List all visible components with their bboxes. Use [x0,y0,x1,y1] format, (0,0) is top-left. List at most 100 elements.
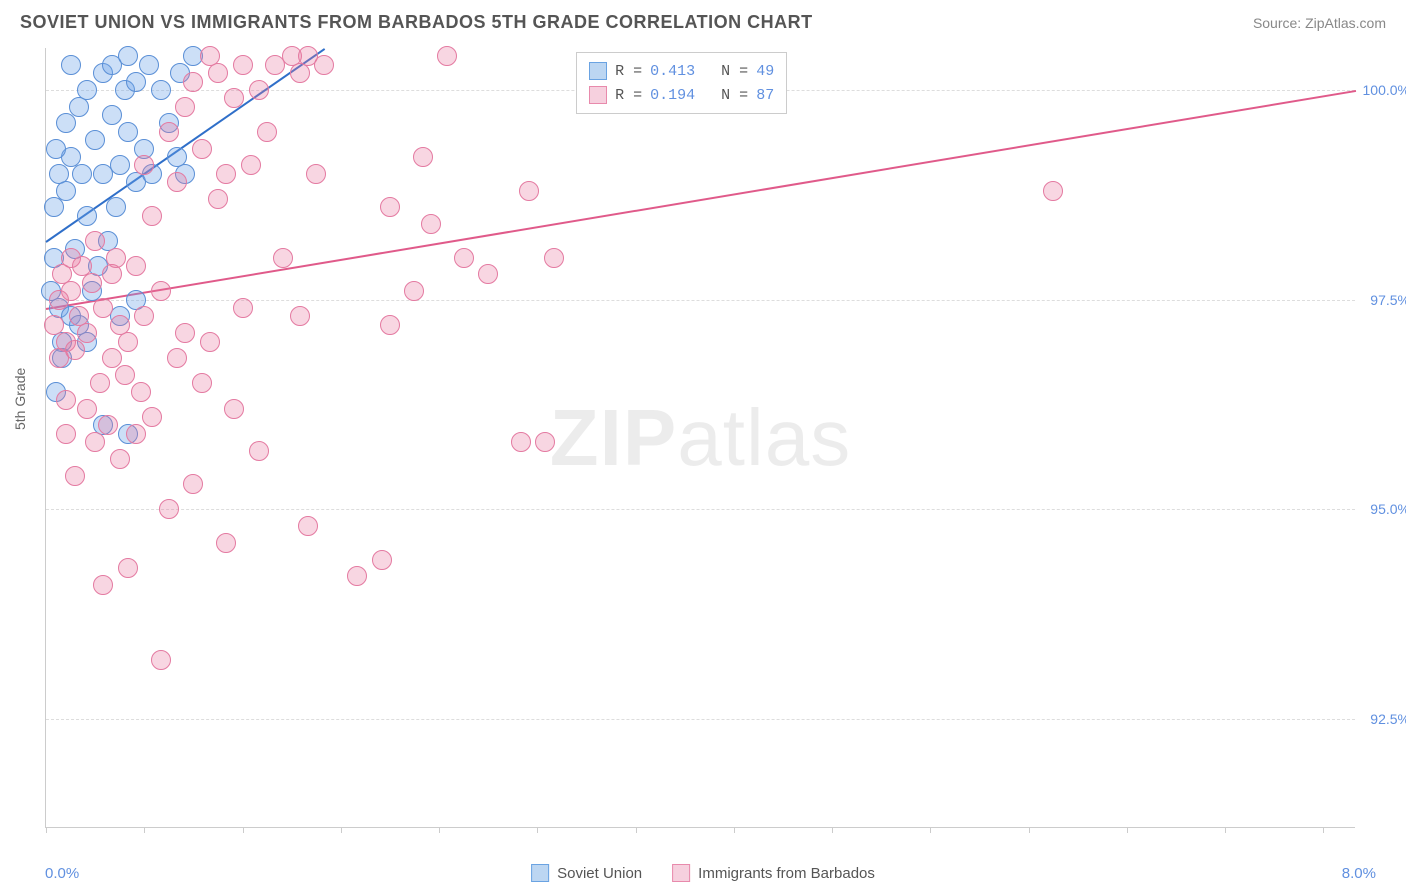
y-tick-label: 92.5% [1360,711,1406,727]
scatter-point [82,273,102,293]
y-tick-label: 95.0% [1360,501,1406,517]
x-tick [144,827,145,833]
x-tick [1323,827,1324,833]
y-tick-label: 100.0% [1360,82,1406,98]
scatter-point [77,206,97,226]
scatter-point [175,323,195,343]
scatter-point [115,365,135,385]
scatter-point [208,63,228,83]
stats-r-label: R = [615,87,642,104]
scatter-point [241,155,261,175]
scatter-point [56,424,76,444]
scatter-point [151,80,171,100]
gridline [46,509,1355,510]
x-tick [537,827,538,833]
scatter-point [544,248,564,268]
scatter-point [102,105,122,125]
scatter-point [77,399,97,419]
watermark: ZIPatlas [550,392,851,484]
scatter-point [142,206,162,226]
x-tick [1127,827,1128,833]
scatter-point [175,97,195,117]
scatter-point [126,72,146,92]
scatter-point [134,306,154,326]
scatter-point [159,122,179,142]
y-tick-label: 97.5% [1360,292,1406,308]
stats-legend: R = 0.413 N = 49R = 0.194 N = 87 [576,52,787,114]
scatter-point [380,197,400,217]
scatter-point [90,373,110,393]
scatter-point [511,432,531,452]
stats-legend-row: R = 0.194 N = 87 [589,83,774,107]
scatter-point [151,650,171,670]
scatter-point [85,231,105,251]
scatter-point [142,407,162,427]
scatter-point [118,558,138,578]
stats-n-label: N = [703,63,748,80]
scatter-point [93,575,113,595]
legend-item-soviet: Soviet Union [531,864,642,882]
scatter-point [224,399,244,419]
scatter-point [306,164,326,184]
x-tick [341,827,342,833]
scatter-point [110,155,130,175]
x-axis-right-label: 8.0% [1342,865,1376,882]
scatter-point [72,164,92,184]
scatter-point [151,281,171,301]
scatter-point [380,315,400,335]
x-tick [734,827,735,833]
scatter-point [56,390,76,410]
scatter-point [93,298,113,318]
scatter-point [192,139,212,159]
stats-legend-row: R = 0.413 N = 49 [589,59,774,83]
scatter-point [519,181,539,201]
scatter-point [46,139,66,159]
scatter-point [102,348,122,368]
scatter-point [139,55,159,75]
x-tick [930,827,931,833]
scatter-point [257,122,277,142]
scatter-point [208,189,228,209]
scatter-point [216,533,236,553]
x-tick [243,827,244,833]
scatter-point [290,306,310,326]
scatter-point [44,197,64,217]
legend-swatch-soviet [531,864,549,882]
scatter-point [56,113,76,133]
scatter-point [106,248,126,268]
stats-swatch [589,86,607,104]
legend-item-barbados: Immigrants from Barbados [672,864,875,882]
scatter-point [56,181,76,201]
scatter-point [61,55,81,75]
stats-swatch [589,62,607,80]
x-tick [1225,827,1226,833]
scatter-point [233,298,253,318]
scatter-point [77,80,97,100]
scatter-point [106,197,126,217]
watermark-light: atlas [677,393,851,482]
scatter-point [110,449,130,469]
x-tick [439,827,440,833]
scatter-point [167,348,187,368]
x-tick [636,827,637,833]
scatter-point [273,248,293,268]
y-axis-label: 5th Grade [12,368,28,430]
scatter-point [249,441,269,461]
stats-r-value: 0.194 [650,87,695,104]
scatter-point [61,281,81,301]
x-axis-left-label: 0.0% [45,865,79,882]
scatter-point [478,264,498,284]
source-label: Source: ZipAtlas.com [1253,15,1386,31]
scatter-point [77,323,97,343]
scatter-point [85,432,105,452]
stats-r-value: 0.413 [650,63,695,80]
plot-area: ZIPatlas 100.0%97.5%95.0%92.5%R = 0.413 … [45,48,1355,828]
scatter-point [118,122,138,142]
trend-line-barbados [46,90,1356,310]
scatter-point [183,474,203,494]
scatter-point [454,248,474,268]
gridline [46,719,1355,720]
scatter-point [404,281,424,301]
scatter-point [200,332,220,352]
stats-n-value: 49 [756,63,774,80]
